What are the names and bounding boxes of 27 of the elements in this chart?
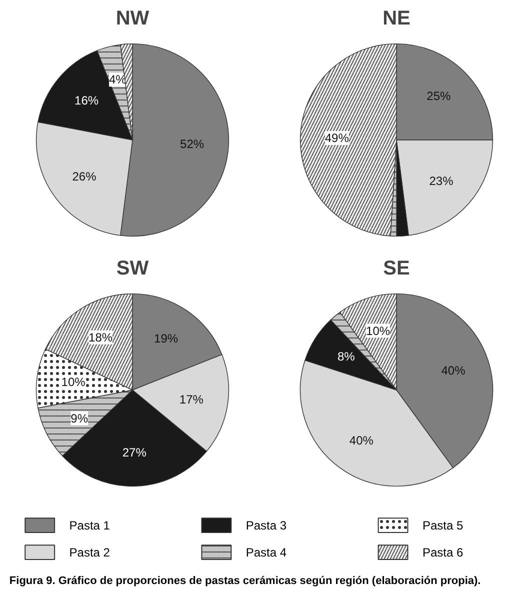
legend-label: Pasta 3 [246, 518, 287, 532]
data-label: 8% [337, 350, 356, 364]
data-label: 26% [72, 170, 97, 184]
data-label: 9% [70, 411, 88, 426]
data-label: 52% [180, 136, 204, 151]
data-label: 10% [61, 375, 86, 390]
chart-title: NE [382, 8, 410, 30]
legend-label: Pasta 4 [246, 545, 287, 560]
data-label: 40% [349, 433, 374, 448]
data-label: 19% [154, 331, 178, 346]
legend-label: Pasta 5 [422, 518, 464, 532]
chart-title: NW [116, 8, 150, 30]
data-label: 40% [441, 364, 466, 378]
chart-title: SE [383, 258, 410, 280]
legend-label: Pasta 6 [422, 545, 464, 560]
legend-label: Pasta 1 [69, 518, 110, 532]
data-label: 27% [122, 445, 147, 460]
data-label: 16% [74, 93, 99, 108]
legend-label: Pasta 2 [69, 545, 110, 560]
text: Figura 9. Gráfico de proporciones de pastas cerámicas según región (elaboración propia). [9, 575, 481, 588]
data-label: 23% [429, 174, 454, 188]
data-label: 17% [179, 392, 204, 407]
data-label: 10% [366, 324, 390, 338]
chart-title: SW [116, 258, 149, 280]
data-label: 25% [426, 88, 452, 103]
data-label: 18% [88, 330, 113, 344]
data-label: 49% [324, 131, 350, 146]
